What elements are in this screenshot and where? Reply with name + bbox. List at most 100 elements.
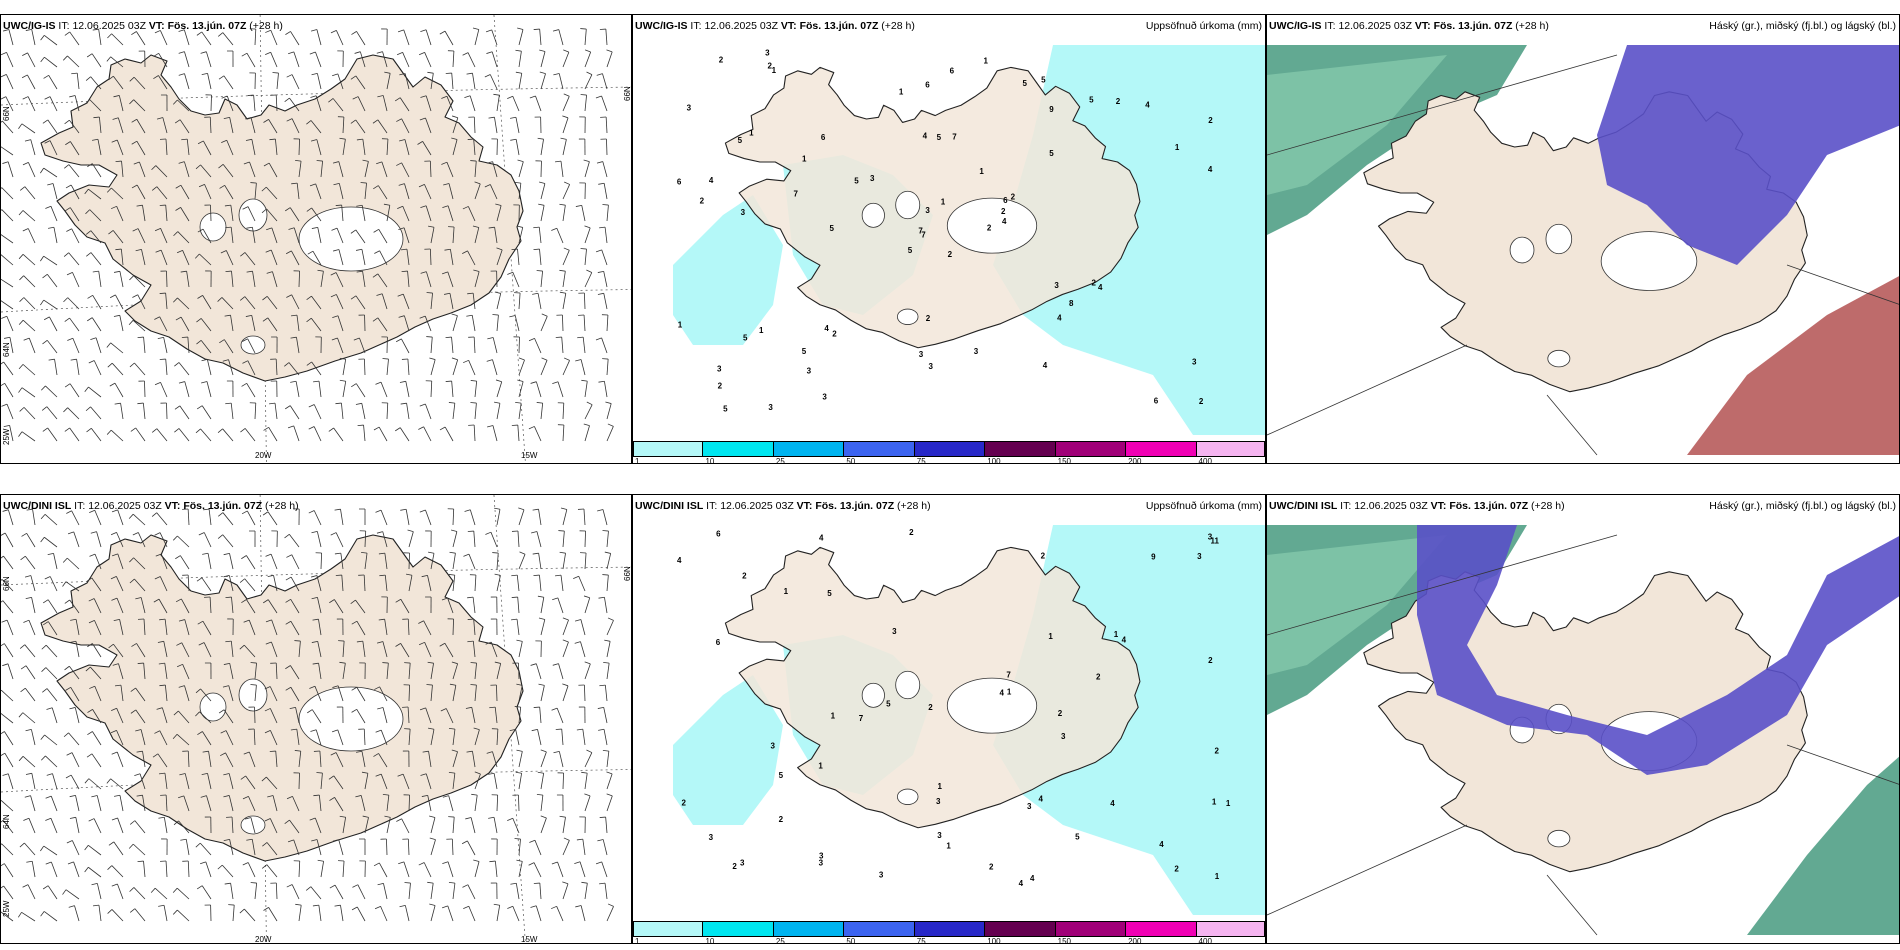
precip-value: 2 <box>832 329 837 338</box>
mid-cloud-area-se <box>1747 756 1899 935</box>
precip-value: 7 <box>859 714 864 723</box>
colorbar-label: 400 <box>1198 937 1212 944</box>
precip-value: 3 <box>822 392 827 401</box>
precip-value: 2 <box>989 862 994 871</box>
wind-barbs <box>1 27 614 442</box>
glacier-hofsjokull <box>199 212 227 242</box>
precip-map-igis: 2573625792123255341132352416234733654632… <box>673 45 1265 435</box>
precip-value: 4 <box>1159 840 1164 849</box>
precip-value: 1 <box>946 842 951 851</box>
iceland-landmass <box>724 66 1141 349</box>
precip-value: 9 <box>1151 552 1156 561</box>
colorbar-segment <box>1196 441 1265 457</box>
high-cloud-area <box>1597 45 1899 265</box>
iceland-landmass <box>724 546 1141 829</box>
wind-barbs <box>1 507 614 922</box>
precip-value: 4 <box>1122 635 1127 644</box>
colorbar-segment <box>773 441 845 457</box>
precip-colorbar: 1 10 25 50 75 100 150 200 400 <box>633 921 1265 943</box>
glacier-vatnajokull <box>1600 231 1698 291</box>
colorbar-segment <box>703 921 774 937</box>
glacier-hofsjokull <box>199 692 227 722</box>
lon-label-20: 20W <box>255 451 272 460</box>
precip-value: 2 <box>767 61 772 70</box>
glacier-langjokull <box>895 190 921 220</box>
precip-map-dini: 3435421223915324637431172432563241322131… <box>673 525 1265 915</box>
precip-value: 2 <box>926 314 931 323</box>
lat-label-66-right: 66N <box>623 86 632 101</box>
glacier-myrdalsjokull <box>1547 829 1571 848</box>
colorbar-segment <box>633 441 704 457</box>
precip-value: 8 <box>1069 299 1074 308</box>
colorbar-segment <box>844 921 915 937</box>
precip-value: 5 <box>1022 79 1027 88</box>
precip-value: 5 <box>779 771 784 780</box>
precip-value: 3 <box>768 403 773 412</box>
precip-value: 3 <box>819 851 824 860</box>
precip-value: 2 <box>1092 279 1097 288</box>
precip-value: 3 <box>1054 281 1059 290</box>
panel-header: UWC/IG-IS IT: 12.06.2025 03Z VT: Fös. 13… <box>1269 20 1549 32</box>
precip-value: 3 <box>929 362 934 371</box>
precip-value: 4 <box>1019 879 1024 888</box>
precip-value: 4 <box>1208 165 1213 174</box>
colorbar-segment <box>703 441 774 457</box>
colorbar-label: 10 <box>705 937 715 944</box>
panel-header: UWC/DINI ISL IT: 12.06.2025 03Z VT: Fös.… <box>1269 500 1565 512</box>
cloud-panel-igis: UWC/IG-IS IT: 12.06.2025 03Z VT: Fös. 13… <box>1266 14 1900 464</box>
colorbar-segment <box>633 921 704 937</box>
precip-value: 1 <box>772 66 777 75</box>
glacier-langjokull <box>238 198 268 232</box>
precip-value: 2 <box>948 250 953 259</box>
high-cloud-area <box>1417 525 1899 775</box>
precip-value: 4 <box>1098 283 1103 292</box>
colorbar-label: 100 <box>987 937 1001 944</box>
precip-value: 1 <box>831 712 836 721</box>
glacier-langjokull <box>1545 223 1573 255</box>
colorbar-segment <box>985 441 1056 457</box>
lon-label-25: 25W <box>2 428 11 445</box>
precip-value: 2 <box>718 381 723 390</box>
precip-value: 5 <box>854 177 859 186</box>
precip-value: 3 <box>925 206 930 215</box>
precip-value: 1 <box>818 761 823 770</box>
precip-value: 11 <box>1211 536 1220 545</box>
precip-value: 2 <box>1208 656 1213 665</box>
precip-values: 3435421223915324637431172432563241322131… <box>677 528 1231 888</box>
colorbar-label: 150 <box>1057 457 1072 464</box>
precip-value: 3 <box>740 859 745 868</box>
precip-value: 1 <box>979 167 984 176</box>
lat-label-64: 64N <box>2 342 11 357</box>
precip-value: 2 <box>1058 709 1063 718</box>
precip-value: 7 <box>918 226 923 235</box>
lon-label-20: 20W <box>255 935 272 944</box>
panel-header: UWC/DINI ISL IT: 12.06.2025 03Z VT: Fös.… <box>635 500 931 512</box>
glacier-hofsjokull <box>1509 236 1535 264</box>
lat-label-66: 66N <box>2 106 11 121</box>
wind-map-igis <box>1 15 631 463</box>
colorbar-segment <box>1055 441 1127 457</box>
precip-value: 5 <box>743 334 748 343</box>
cloud-map-dini <box>1267 525 1899 936</box>
precip-value: 6 <box>1003 196 1008 205</box>
precip-value: 5 <box>830 224 835 233</box>
precip-value: 2 <box>732 862 737 871</box>
precip-value: 1 <box>899 87 904 96</box>
precip-value: 3 <box>807 366 812 375</box>
precip-value: 4 <box>1038 795 1043 804</box>
colorbar-segment <box>1126 921 1197 937</box>
precip-value: 5 <box>1049 149 1054 158</box>
precip-value: 2 <box>1041 552 1046 561</box>
precip-value: 7 <box>921 230 926 239</box>
colorbar-label: 200 <box>1128 457 1142 464</box>
precip-value: 3 <box>870 174 875 183</box>
colorbar-label: 150 <box>1057 937 1072 944</box>
precip-value: 4 <box>1145 100 1150 109</box>
precip-value: 5 <box>802 347 807 356</box>
precip-value: 5 <box>1089 95 1094 104</box>
colorbar-segment <box>1196 921 1265 937</box>
colorbar-label: 100 <box>987 457 1001 464</box>
precip-value: 3 <box>919 350 924 359</box>
precip-value: 6 <box>925 80 930 89</box>
